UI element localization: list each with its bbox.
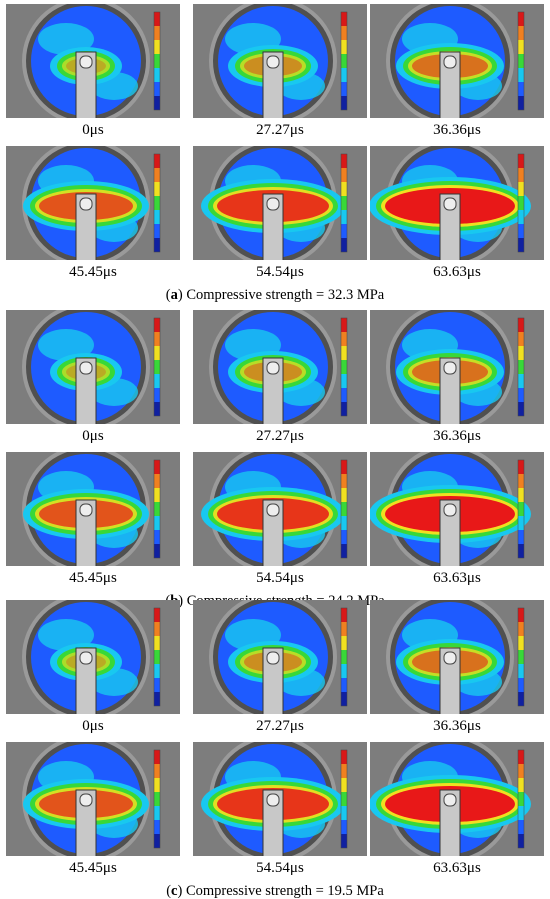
- time-label: 36.36μs: [433, 122, 481, 138]
- strain-contour-panel-c-6: [370, 742, 544, 856]
- time-label: 54.54μs: [256, 860, 304, 876]
- time-label: 0μs: [82, 122, 104, 138]
- strain-contour-panel-a-3: [370, 4, 544, 118]
- strain-contour-panel-b-4: [6, 452, 180, 566]
- section-caption-a: (a) Compressive strength = 32.3 MPa: [165, 287, 385, 303]
- strain-contour-panel-c-4: [6, 742, 180, 856]
- time-label: 45.45μs: [69, 264, 117, 280]
- strain-contour-panel-c-5: [193, 742, 367, 856]
- strain-contour-panel-b-5: [193, 452, 367, 566]
- caption-letter: c: [171, 883, 178, 899]
- time-label: 36.36μs: [433, 428, 481, 444]
- strain-contour-panel-c-2: [193, 600, 367, 714]
- strain-contour-panel-a-1: [6, 4, 180, 118]
- strain-contour-panel-a-4: [6, 146, 180, 260]
- time-label: 54.54μs: [256, 264, 304, 280]
- time-label: 45.45μs: [69, 570, 117, 586]
- time-label: 27.27μs: [256, 718, 304, 734]
- time-label: 63.63μs: [433, 570, 481, 586]
- time-label: 45.45μs: [69, 860, 117, 876]
- strain-contour-panel-b-2: [193, 310, 367, 424]
- time-label: 63.63μs: [433, 264, 481, 280]
- time-label: 54.54μs: [256, 570, 304, 586]
- caption-text: Compressive strength = 19.5 MPa: [185, 883, 384, 899]
- strain-contour-panel-a-6: [370, 146, 544, 260]
- time-label: 27.27μs: [256, 122, 304, 138]
- time-label: 36.36μs: [433, 718, 481, 734]
- time-label: 0μs: [82, 718, 104, 734]
- strain-contour-panel-a-5: [193, 146, 367, 260]
- caption-letter: a: [170, 287, 178, 303]
- strain-contour-panel-c-3: [370, 600, 544, 714]
- strain-contour-panel-c-1: [6, 600, 180, 714]
- strain-contour-panel-b-1: [6, 310, 180, 424]
- time-label: 27.27μs: [256, 428, 304, 444]
- strain-contour-panel-b-3: [370, 310, 544, 424]
- time-label: 0μs: [82, 428, 104, 444]
- caption-text: Compressive strength = 32.3 MPa: [186, 287, 385, 303]
- section-caption-c: (c) Compressive strength = 19.5 MPa: [166, 883, 384, 899]
- time-label: 63.63μs: [433, 860, 481, 876]
- strain-contour-panel-a-2: [193, 4, 367, 118]
- strain-contour-panel-b-6: [370, 452, 544, 566]
